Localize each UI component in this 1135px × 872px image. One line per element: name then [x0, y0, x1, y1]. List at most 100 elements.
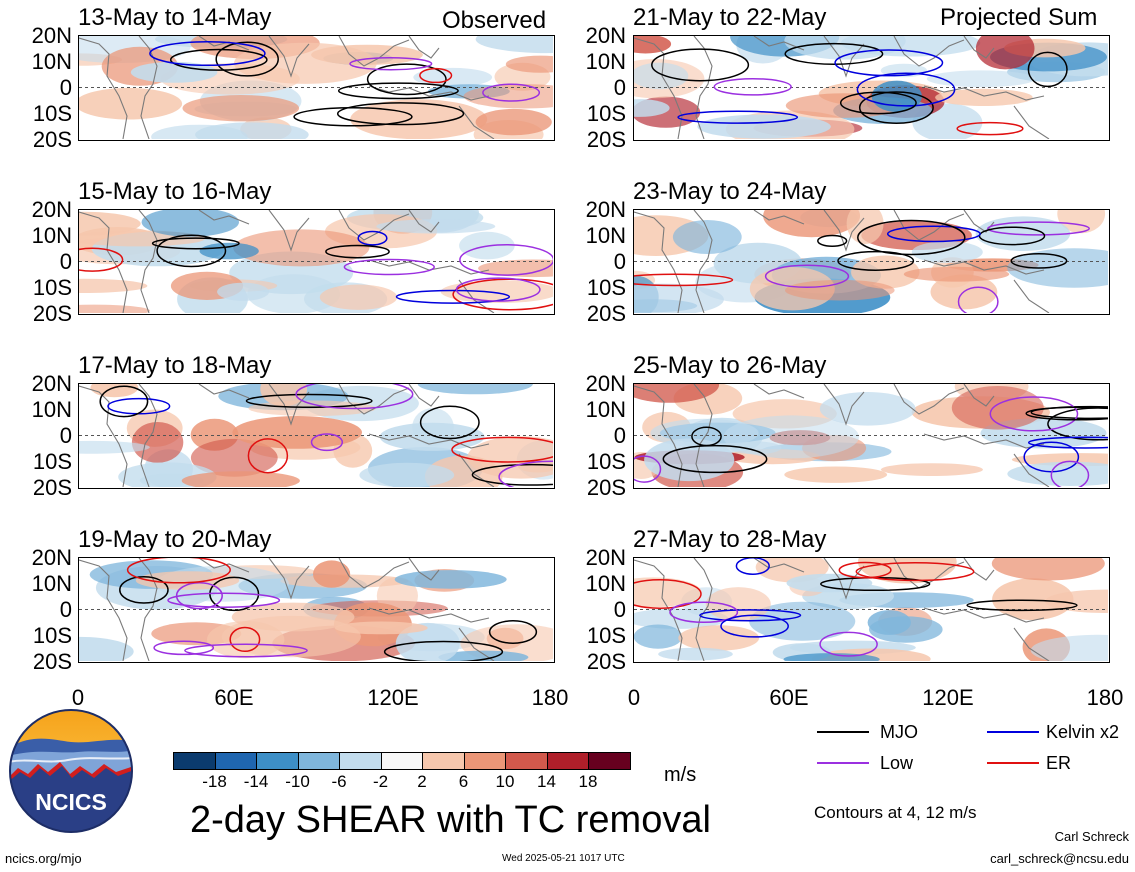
positive-shear-area	[951, 386, 1044, 430]
lat-tick-label: 20S	[32, 127, 72, 152]
lat-tick-label: 0	[613, 75, 626, 100]
contours	[634, 219, 1090, 313]
contours	[149, 40, 541, 127]
africa-east-coast	[138, 36, 158, 139]
india-coast	[268, 36, 310, 78]
lon-tick-label: 60E	[214, 685, 254, 710]
panel-3	[78, 383, 555, 489]
er-contour	[126, 558, 231, 584]
coastlines	[634, 210, 1050, 313]
mjo-contour	[419, 405, 480, 440]
mjo-contour	[837, 250, 915, 271]
colorbar-unit: m/s	[664, 764, 697, 786]
lat-tick-label: 10S	[586, 275, 626, 300]
mjo-contour	[839, 91, 917, 115]
colorbar-segment	[173, 752, 216, 770]
positive-shear-area	[785, 279, 895, 301]
negative-shear-area	[697, 114, 831, 139]
kelvin-contour	[886, 225, 981, 243]
positive-shear-area	[1057, 210, 1106, 234]
low-contour	[764, 264, 850, 289]
positive-shear-area	[505, 55, 553, 73]
observed-label: Observed	[442, 7, 547, 34]
panel-title-8: 27-May to 28-May	[633, 526, 827, 553]
er-contour	[452, 278, 553, 311]
positive-shear-area	[319, 284, 398, 310]
mjo-contour	[651, 48, 750, 82]
footer-url[interactable]: ncics.org/mjo	[5, 851, 82, 866]
kelvin-contour	[677, 110, 799, 124]
er-contour	[634, 273, 734, 287]
mjo-contour	[817, 234, 848, 248]
philippines-coast	[408, 210, 440, 233]
panel-7	[633, 383, 1110, 489]
negative-shear-area	[634, 62, 689, 90]
lat-tick-label: 20S	[586, 301, 626, 326]
footer-timestamp: Wed 2025-05-21 1017 UTC	[502, 853, 625, 864]
shear-field	[79, 36, 553, 139]
mjo-contour	[488, 620, 538, 644]
positive-shear-area	[181, 471, 300, 487]
mjo-contour	[858, 91, 934, 124]
se-asia-coast	[338, 558, 410, 589]
negative-shear-area	[869, 616, 943, 643]
positive-shear-area	[846, 210, 884, 245]
colorbar-segment	[588, 752, 631, 770]
positive-shear-area	[90, 384, 139, 398]
coastlines	[634, 36, 1050, 139]
lat-tick-label: 10S	[586, 101, 626, 126]
kelvin-contour	[107, 397, 171, 415]
low-contour	[1050, 460, 1090, 487]
arabia-coast	[198, 210, 250, 225]
mjo-contour	[1027, 51, 1068, 88]
positive-shear-area	[1045, 589, 1108, 613]
low-contour	[184, 643, 308, 658]
negative-shear-area	[1007, 248, 1108, 288]
shear-field	[634, 36, 1108, 139]
positive-shear-area	[903, 266, 1010, 282]
lat-tick-label: 10N	[31, 571, 72, 596]
lat-tick-label: 10N	[31, 49, 72, 74]
panel-1	[78, 35, 555, 141]
lat-tick-label: 10N	[585, 571, 626, 596]
legend-line-mjo	[817, 731, 869, 733]
positive-shear-area	[190, 438, 278, 477]
ncics-logo: NCICS	[8, 708, 134, 834]
negative-shear-area	[79, 636, 134, 661]
er-contour	[451, 436, 553, 463]
negative-shear-area	[438, 650, 529, 661]
kelvin-contour	[395, 289, 511, 304]
panel-5	[633, 35, 1110, 141]
mjo-contour	[366, 63, 447, 96]
lat-tick-label: 0	[613, 249, 626, 274]
lat-tick-label: 20N	[31, 197, 72, 222]
negative-shear-area	[926, 70, 1036, 88]
low-contour	[482, 83, 541, 102]
mjo-contour	[99, 385, 149, 418]
negative-shear-area	[79, 440, 150, 454]
philippines-coast	[963, 36, 995, 59]
colorbar-tick-label: 6	[458, 772, 469, 791]
positive-shear-area	[705, 587, 771, 622]
lat-tick-label: 10N	[585, 49, 626, 74]
contours	[634, 396, 1108, 487]
lat-tick-label: 10S	[32, 101, 72, 126]
lat-tick-label: 20N	[31, 371, 72, 396]
legend-label-mjo: MJO	[880, 722, 918, 742]
footer-email[interactable]: carl_schreck@ncsu.edu	[990, 851, 1129, 866]
panel-8	[633, 557, 1110, 663]
low-contour	[167, 592, 281, 608]
positive-shear-area	[248, 400, 376, 417]
kelvin-contour	[720, 614, 789, 638]
indonesia-coast	[923, 85, 1045, 101]
lat-tick-label: 20S	[586, 475, 626, 500]
lat-tick-label: 20N	[31, 23, 72, 48]
low-contour	[498, 460, 553, 487]
africa-east-coast	[138, 384, 158, 487]
se-asia-coast	[338, 384, 410, 415]
positive-shear-area	[975, 36, 1035, 70]
lat-tick-label: 10N	[585, 223, 626, 248]
panel-4	[78, 557, 555, 663]
colorbar-tick-label: -10	[285, 772, 310, 791]
colorbar-segment	[546, 752, 589, 770]
